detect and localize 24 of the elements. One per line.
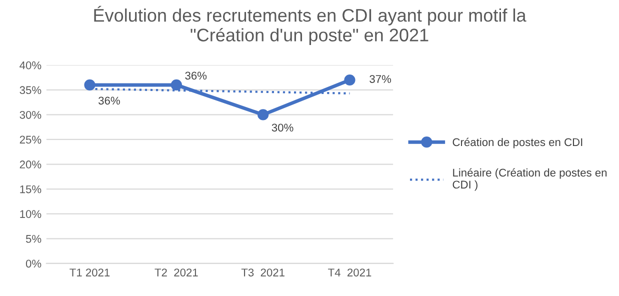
data-label: 36% bbox=[98, 96, 120, 105]
data-label: 36% bbox=[185, 72, 207, 80]
y-tick-label: 25% bbox=[20, 136, 42, 144]
y-tick-label: 10% bbox=[20, 210, 42, 218]
y-tick-label: 40% bbox=[20, 61, 42, 70]
y-tick-label: 35% bbox=[20, 86, 42, 94]
y-tick-label: 15% bbox=[20, 185, 42, 194]
x-tick-label: T1 2021 bbox=[70, 268, 110, 276]
legend-label: Linéaire (Création de postes en CDI ) bbox=[452, 168, 607, 191]
point bbox=[170, 79, 182, 91]
point bbox=[84, 79, 96, 91]
data-label: 30% bbox=[272, 124, 294, 132]
y-tick-label: 20% bbox=[20, 160, 42, 168]
x-tick-label: T4 2021 bbox=[328, 268, 372, 276]
legend-label: Création de postes en CDI bbox=[452, 138, 582, 148]
y-tick-label: 5% bbox=[26, 234, 42, 243]
point bbox=[344, 74, 356, 86]
point bbox=[258, 109, 269, 120]
chart-title: Évolution des recrutements en CDI ayant pour motif la "Création d'un poste" en 2021 bbox=[94, 6, 526, 46]
x-tick-label: T2 2021 bbox=[154, 268, 198, 276]
y-tick-label: 0% bbox=[26, 260, 42, 268]
data-label: 37% bbox=[370, 75, 392, 83]
y-tick-label: 30% bbox=[20, 110, 42, 119]
x-tick-label: T3 2021 bbox=[241, 268, 284, 276]
